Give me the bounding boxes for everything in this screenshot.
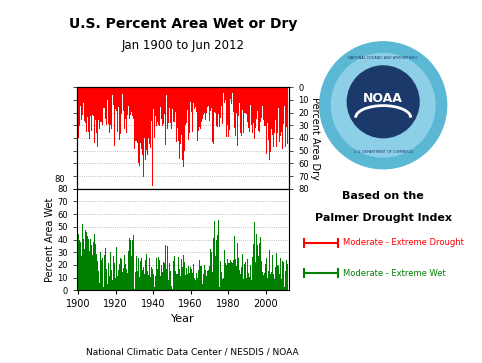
Y-axis label: Percent Area Dry: Percent Area Dry <box>310 97 320 179</box>
Text: Moderate - Extreme Wet: Moderate - Extreme Wet <box>343 269 446 278</box>
Text: Based on the: Based on the <box>342 191 424 201</box>
Text: U.S. Percent Area Wet or Dry: U.S. Percent Area Wet or Dry <box>69 17 297 30</box>
Text: Jan 1900 to Jun 2012: Jan 1900 to Jun 2012 <box>121 39 245 52</box>
Text: NATIONAL OCEANIC AND ATMOSPHERIC: NATIONAL OCEANIC AND ATMOSPHERIC <box>348 56 418 60</box>
Text: NOAA: NOAA <box>363 92 403 105</box>
Circle shape <box>320 42 447 169</box>
Y-axis label: Percent Area Wet: Percent Area Wet <box>45 197 54 282</box>
Text: Moderate - Extreme Drought: Moderate - Extreme Drought <box>343 238 464 247</box>
Circle shape <box>332 54 435 157</box>
Circle shape <box>348 66 419 138</box>
Text: 80: 80 <box>54 175 65 184</box>
Text: U.S. DEPARTMENT OF COMMERCE: U.S. DEPARTMENT OF COMMERCE <box>353 150 413 154</box>
Text: National Climatic Data Center / NESDIS / NOAA: National Climatic Data Center / NESDIS /… <box>86 348 299 356</box>
Text: Palmer Drought Index: Palmer Drought Index <box>315 213 452 223</box>
Text: Year: Year <box>171 314 195 325</box>
